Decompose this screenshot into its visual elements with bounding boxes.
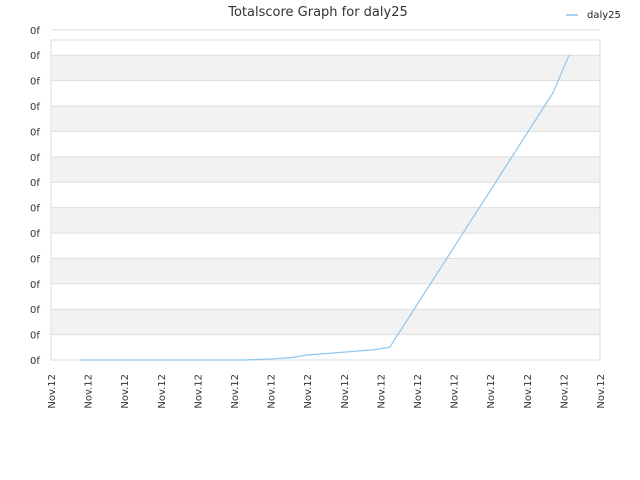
legend-label: daly25 xyxy=(587,10,621,21)
y-tick-label: 0f xyxy=(30,331,40,342)
plot-band xyxy=(51,80,600,107)
legend: daly25 xyxy=(566,10,621,21)
y-tick-label: 0f xyxy=(30,356,40,367)
y-tick-label: 0f xyxy=(30,280,40,291)
x-tick-label: Nov.12 xyxy=(193,374,204,409)
plot-band xyxy=(51,258,600,284)
plot-band xyxy=(51,106,600,132)
plot-band xyxy=(51,131,600,157)
chart-title: Totalscore Graph for daly25 xyxy=(227,5,408,20)
y-tick-label: 0f xyxy=(30,26,40,37)
y-tick-label: 0f xyxy=(30,127,40,138)
y-tick-label: 0f xyxy=(30,77,40,88)
plot-band xyxy=(51,334,600,360)
x-axis-labels: Nov.12 Nov.12 Nov.12 Nov.12 Nov.12 Nov.12 Nov.… xyxy=(47,374,607,409)
plot-band xyxy=(51,29,600,56)
y-axis-labels: 0f 0f 0f 0f 0f 0f 0f 0f 0f 0f 0f 0f 0f 0f xyxy=(30,26,40,367)
y-tick-label: 0f xyxy=(30,204,40,215)
x-tick-label: Nov.12 xyxy=(486,374,497,409)
y-tick-label: 0f xyxy=(30,51,40,62)
plot-band xyxy=(51,156,600,183)
plot-frame xyxy=(50,39,601,361)
x-tick-label: Nov.12 xyxy=(450,374,461,409)
y-tick-label: 0f xyxy=(30,102,40,113)
x-tick-label: Nov.12 xyxy=(303,374,314,409)
plot-band xyxy=(51,55,600,81)
x-tick-label: Nov.12 xyxy=(47,374,58,409)
plot-band xyxy=(51,182,600,208)
x-tick-label: Nov.12 xyxy=(523,374,534,409)
x-tick-label: Nov.12 xyxy=(84,374,95,409)
x-tick-label: Nov.12 xyxy=(559,374,570,409)
x-tick-label: Nov.12 xyxy=(376,374,387,409)
y-tick-label: 0f xyxy=(30,229,40,240)
x-tick-label: Nov.12 xyxy=(267,374,278,409)
plot-bands xyxy=(50,29,601,361)
plot-band xyxy=(51,207,600,234)
x-tick-label: Nov.12 xyxy=(230,374,241,409)
series-line xyxy=(80,54,570,361)
plot-band xyxy=(51,309,600,335)
y-tick-label: 0f xyxy=(30,305,40,316)
plot-band xyxy=(51,233,600,259)
x-tick-label: Nov.12 xyxy=(120,374,131,409)
y-tick-label: 0f xyxy=(30,254,40,265)
plot-band xyxy=(51,283,600,310)
x-tick-label: Nov.12 xyxy=(340,374,351,409)
y-tick-label: 0f xyxy=(30,178,40,189)
y-tick-label: 0f xyxy=(30,153,40,164)
x-tick-label: Nov.12 xyxy=(596,374,607,409)
series-layer xyxy=(80,54,570,361)
x-tick-label: Nov.12 xyxy=(413,374,424,409)
x-tick-label: Nov.12 xyxy=(157,374,168,409)
